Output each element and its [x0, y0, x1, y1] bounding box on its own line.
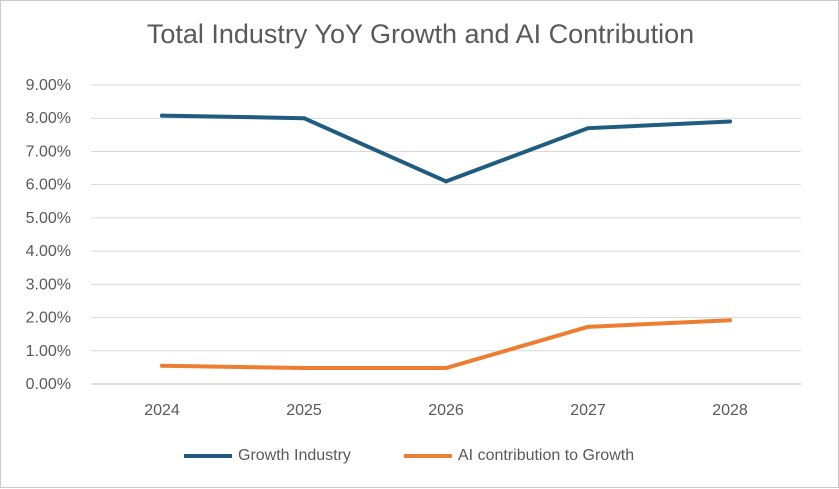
legend-swatch-ai-contribution [404, 454, 452, 458]
y-tick-label: 8.00% [26, 110, 71, 127]
data-point-growth-industry [444, 179, 448, 184]
data-point-ai-contribution [728, 318, 732, 323]
data-point-ai-contribution [586, 324, 590, 329]
x-tick-label: 2027 [570, 402, 606, 419]
data-point-ai-contribution [160, 363, 164, 368]
legend-swatch-growth-industry [184, 454, 232, 458]
series-line-ai-contribution [160, 318, 732, 371]
x-tick-label: 2026 [428, 402, 464, 419]
y-tick-label: 1.00% [26, 343, 71, 360]
chart-title: Total Industry YoY Growth and AI Contrib… [146, 19, 695, 49]
legend-item-growth-industry: Growth Industry [184, 441, 351, 471]
y-tick-label: 6.00% [26, 177, 71, 194]
x-tick-label: 2025 [286, 402, 322, 419]
data-point-growth-industry [302, 116, 306, 121]
y-tick-label: 3.00% [26, 276, 71, 293]
legend-label-ai-contribution: AI contribution to Growth [458, 447, 635, 464]
y-tick-label: 9.00% [26, 77, 71, 94]
chart-legend: Growth Industry AI contribution to Growt… [1, 441, 839, 471]
legend-item-ai-contribution: AI contribution to Growth [404, 441, 634, 471]
y-tick-label: 0.00% [26, 376, 71, 393]
series-line-growth-industry [160, 113, 732, 184]
y-tick-label: 2.00% [26, 310, 71, 327]
data-point-growth-industry [728, 119, 732, 124]
legend-label-growth-industry: Growth Industry [238, 447, 351, 464]
y-tick-label: 7.00% [26, 143, 71, 160]
data-point-ai-contribution [302, 366, 306, 371]
data-point-growth-industry [160, 113, 164, 118]
data-point-ai-contribution [444, 366, 448, 371]
x-tick-label: 2028 [712, 402, 748, 419]
y-tick-label: 5.00% [26, 210, 71, 227]
y-tick-label: 4.00% [26, 243, 71, 260]
data-point-growth-industry [586, 126, 590, 131]
x-tick-label: 2024 [144, 402, 180, 419]
